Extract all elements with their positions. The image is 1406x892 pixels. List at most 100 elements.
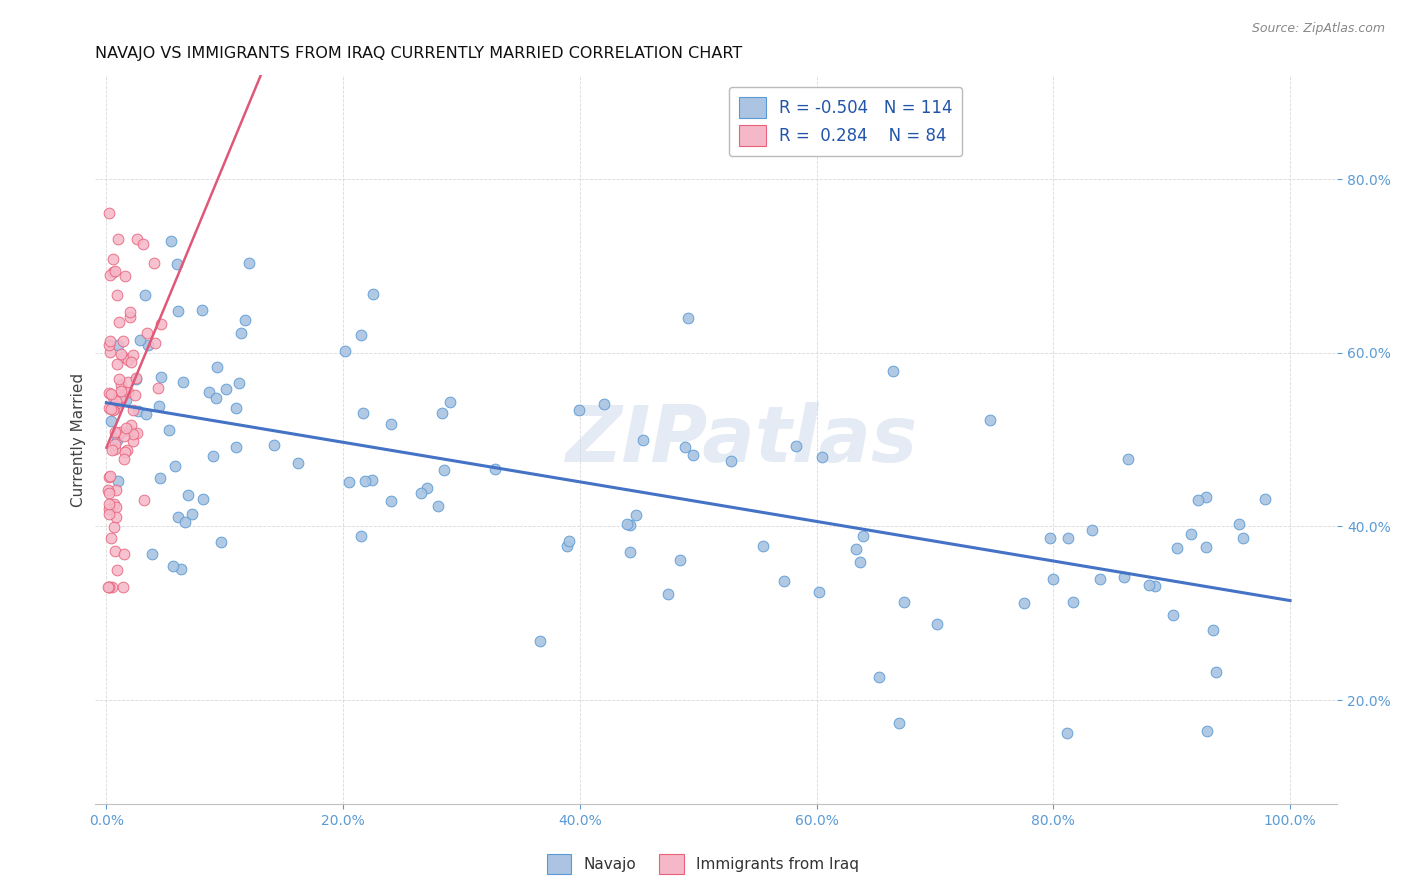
- Point: [845, 542, 868, 557]
- Point: [97, 507, 120, 521]
- Point: [352, 406, 374, 420]
- Point: [430, 406, 453, 420]
- Point: [1232, 531, 1254, 545]
- Point: [120, 418, 142, 433]
- Point: [104, 544, 127, 558]
- Point: [97, 580, 120, 594]
- Point: [1201, 624, 1223, 638]
- Point: [100, 387, 122, 401]
- Point: [107, 563, 129, 577]
- Point: [1187, 492, 1209, 507]
- Point: [98, 470, 121, 484]
- Point: [350, 328, 373, 343]
- Point: [107, 372, 129, 386]
- Point: [110, 377, 132, 392]
- Point: [162, 559, 184, 574]
- Point: [209, 534, 232, 549]
- Point: [207, 360, 229, 375]
- Point: [97, 385, 120, 400]
- Point: [225, 441, 247, 455]
- Point: [852, 529, 875, 543]
- Point: [98, 345, 121, 359]
- Point: [132, 237, 155, 252]
- Point: [145, 335, 167, 350]
- Point: [205, 391, 228, 405]
- Point: [868, 670, 890, 684]
- Point: [114, 421, 136, 435]
- Point: [98, 486, 121, 500]
- Point: [287, 456, 309, 470]
- Point: [173, 515, 195, 529]
- Point: [1056, 726, 1078, 740]
- Point: [882, 364, 904, 378]
- Point: [568, 403, 591, 417]
- Point: [752, 539, 775, 553]
- Point: [118, 425, 141, 439]
- Point: [673, 440, 696, 454]
- Point: [181, 507, 204, 521]
- Point: [146, 381, 169, 395]
- Point: [678, 310, 700, 325]
- Point: [593, 397, 616, 411]
- Point: [160, 234, 183, 248]
- Point: [107, 232, 129, 246]
- Text: ZIPatlas: ZIPatlas: [565, 401, 917, 477]
- Point: [107, 396, 129, 410]
- Point: [136, 326, 159, 341]
- Point: [353, 474, 375, 488]
- Point: [1205, 665, 1227, 679]
- Point: [110, 347, 132, 361]
- Point: [117, 352, 139, 367]
- Point: [103, 497, 125, 511]
- Point: [228, 376, 250, 390]
- Point: [100, 402, 122, 417]
- Point: [107, 474, 129, 488]
- Point: [117, 376, 139, 390]
- Point: [558, 534, 581, 549]
- Point: [107, 338, 129, 352]
- Point: [773, 574, 796, 588]
- Point: [104, 264, 127, 278]
- Point: [1039, 531, 1062, 545]
- Point: [163, 458, 186, 473]
- Point: [887, 715, 910, 730]
- Point: [380, 417, 402, 432]
- Point: [1144, 579, 1167, 593]
- Point: [433, 462, 456, 476]
- Point: [104, 425, 127, 439]
- Point: [134, 288, 156, 302]
- Y-axis label: Currently Married: Currently Married: [72, 373, 86, 507]
- Point: [105, 483, 128, 497]
- Point: [100, 414, 122, 428]
- Point: [142, 256, 165, 270]
- Point: [1116, 451, 1139, 466]
- Point: [808, 585, 831, 599]
- Point: [132, 492, 155, 507]
- Point: [619, 545, 641, 559]
- Point: [1088, 572, 1111, 586]
- Point: [529, 634, 551, 648]
- Point: [111, 351, 134, 365]
- Point: [135, 408, 157, 422]
- Point: [97, 338, 120, 352]
- Point: [720, 454, 742, 468]
- Point: [118, 310, 141, 324]
- Point: [167, 304, 190, 318]
- Point: [97, 580, 120, 594]
- Point: [1042, 572, 1064, 586]
- Point: [121, 403, 143, 417]
- Point: [104, 500, 127, 515]
- Point: [100, 532, 122, 546]
- Point: [337, 475, 360, 489]
- Point: [631, 433, 654, 447]
- Point: [1161, 607, 1184, 622]
- Point: [105, 357, 128, 371]
- Point: [1056, 531, 1078, 545]
- Point: [98, 469, 121, 483]
- Point: [103, 402, 125, 417]
- Point: [105, 288, 128, 302]
- Point: [380, 494, 402, 508]
- Point: [104, 436, 127, 450]
- Point: [170, 562, 193, 576]
- Point: [105, 393, 128, 408]
